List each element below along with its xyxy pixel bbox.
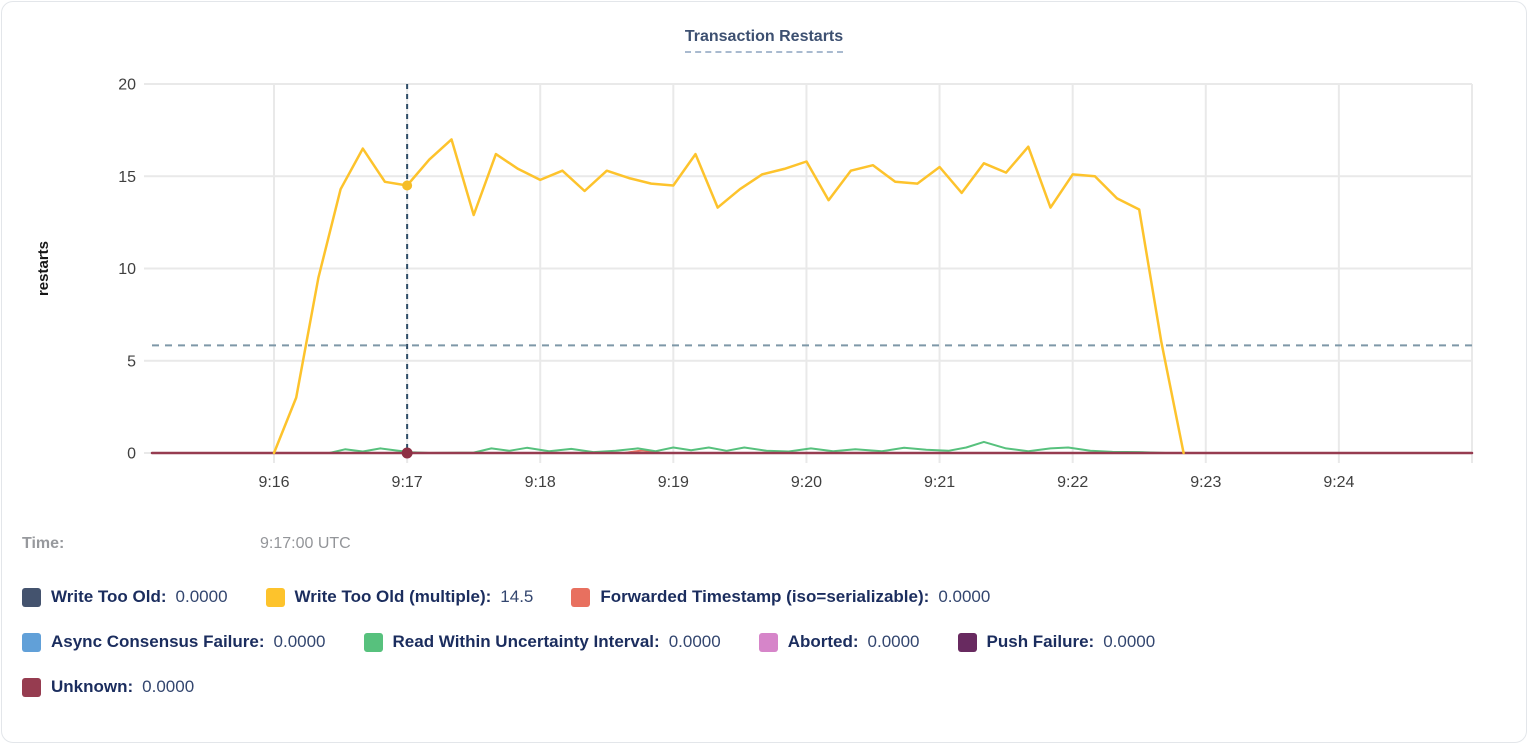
x-tick-label: 9:18 bbox=[525, 474, 556, 491]
hover-time-value: 9:17:00 UTC bbox=[260, 535, 351, 552]
hover-dot-unknown bbox=[401, 447, 413, 459]
x-tick-label: 9:17 bbox=[392, 474, 423, 491]
legend-label: Forwarded Timestamp (iso=serializable): bbox=[600, 587, 930, 606]
legend-label: Write Too Old: bbox=[51, 587, 167, 606]
legend-label: Aborted: bbox=[787, 632, 859, 651]
legend-label: Push Failure: bbox=[986, 632, 1095, 651]
y-tick-label: 0 bbox=[127, 446, 136, 463]
legend-item-write-too-old-multiple: Write Too Old (multiple): 14.5 bbox=[265, 587, 534, 607]
legend-swatch-push-failure bbox=[957, 632, 977, 652]
y-tick-label: 20 bbox=[118, 77, 136, 94]
legend-value: 0.0000 bbox=[273, 632, 326, 651]
legend-value: 0.0000 bbox=[175, 587, 228, 606]
legend-row: Unknown: 0.0000 bbox=[22, 676, 194, 698]
legend-swatch-write-too-old bbox=[22, 587, 41, 607]
legend-swatch-write-too-old-multiple bbox=[265, 587, 285, 607]
legend-swatch-unknown bbox=[22, 677, 41, 697]
legend-label: Unknown: bbox=[51, 677, 134, 696]
x-tick-label: 9:20 bbox=[791, 474, 822, 491]
series-line-write-too-old-multiple bbox=[272, 138, 1185, 455]
y-tick-label: 15 bbox=[118, 169, 136, 186]
x-tick-label: 9:23 bbox=[1190, 474, 1221, 491]
x-tick-label: 9:24 bbox=[1323, 474, 1354, 491]
y-tick-label: 10 bbox=[118, 261, 136, 278]
x-tick-label: 9:22 bbox=[1057, 474, 1088, 491]
legend-row: Write Too Old: 0.0000 Write Too Old (multi… bbox=[22, 586, 990, 608]
legend-item-write-too-old: Write Too Old: 0.0000 bbox=[22, 587, 228, 607]
hover-dot-write-too-old-multiple- bbox=[402, 180, 413, 191]
legend-item-async-consensus-failure: Async Consensus Failure: 0.0000 bbox=[22, 632, 326, 652]
legend-label: Read Within Uncertainty Interval: bbox=[392, 632, 660, 651]
series-line-read-within-uncertainty-interval bbox=[328, 440, 1167, 454]
x-tick-label: 9:21 bbox=[924, 474, 955, 491]
legend-item-unknown: Unknown: 0.0000 bbox=[22, 677, 194, 697]
x-tick-label: 9:19 bbox=[658, 474, 689, 491]
chart-title-wrap: Transaction Restarts bbox=[2, 28, 1526, 53]
legend-swatch-read-within-uncertainty-interval bbox=[363, 632, 383, 652]
legend-value: 0.0000 bbox=[938, 587, 991, 606]
x-tick-label: 9:16 bbox=[258, 474, 289, 491]
legend-value: 0.0000 bbox=[867, 632, 920, 651]
chart-title[interactable]: Transaction Restarts bbox=[684, 28, 844, 53]
legend-swatch-forwarded-timestamp bbox=[571, 587, 591, 607]
legend-item-forwarded-timestamp: Forwarded Timestamp (iso=serializable): 0… bbox=[571, 587, 990, 607]
legend-value: 0.0000 bbox=[668, 632, 721, 651]
legend-value: 0.0000 bbox=[1103, 632, 1156, 651]
hover-time-label: Time: bbox=[22, 535, 65, 552]
legend-item-read-within-uncertainty-interval: Read Within Uncertainty Interval: 0.0000 bbox=[363, 632, 721, 652]
legend-row: Async Consensus Failure: 0.0000 Read Withi… bbox=[22, 631, 1155, 653]
legend-item-push-failure: Push Failure: 0.0000 bbox=[957, 632, 1156, 652]
legend-value: 14.5 bbox=[500, 587, 534, 606]
y-axis-label: restarts bbox=[35, 241, 52, 296]
legend-swatch-aborted bbox=[758, 632, 778, 652]
legend-value: 0.0000 bbox=[142, 677, 195, 696]
legend-item-aborted: Aborted: 0.0000 bbox=[758, 632, 920, 652]
y-tick-label: 5 bbox=[127, 353, 136, 370]
legend-label: Async Consensus Failure: bbox=[51, 632, 265, 651]
transaction-restarts-chart[interactable]: 0 5 10 15 20 9:16 9:17 9:18 9:19 9:20 9:21 9:22 9:23… bbox=[2, 2, 1526, 514]
legend-label: Write Too Old (multiple): bbox=[294, 587, 492, 606]
legend-swatch-async-consensus-failure bbox=[22, 632, 41, 652]
hover-time-row: Time: 9:17:00 UTC bbox=[22, 535, 622, 553]
